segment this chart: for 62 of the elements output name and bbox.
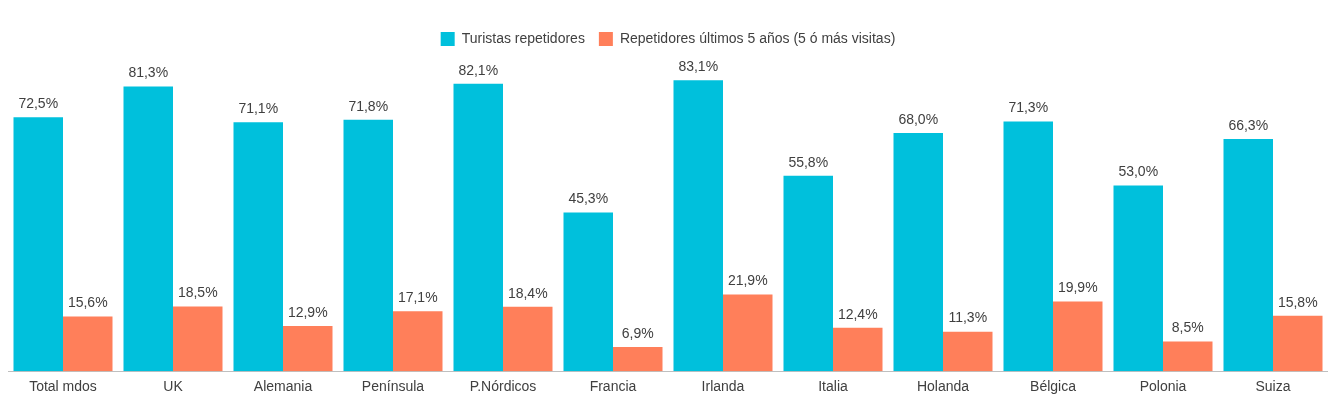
bar (783, 175, 833, 372)
x-tick-label: UK (163, 378, 184, 395)
data-label: 83,1% (678, 58, 719, 75)
bar (723, 294, 773, 372)
bar (173, 306, 223, 372)
x-tick-label: Irlanda (701, 378, 745, 395)
x-tick-label: Total mdos (29, 378, 97, 395)
x-tick-label: P.Nórdicos (469, 378, 537, 395)
x-tick-label: Suiza (1255, 378, 1291, 395)
data-label: 12,9% (287, 303, 328, 320)
data-label: 17,1% (397, 289, 438, 306)
bar (503, 306, 553, 372)
bar (1053, 301, 1103, 372)
data-label: 55,8% (788, 153, 829, 170)
bar (283, 326, 333, 372)
x-tick-label: Italia (818, 378, 848, 395)
bar (233, 122, 283, 372)
bar (1223, 139, 1273, 372)
data-label: 68,0% (898, 110, 939, 127)
data-label: 82,1% (458, 61, 499, 78)
data-label: 21,9% (727, 272, 768, 289)
data-label: 18,5% (177, 284, 218, 301)
bar (833, 327, 883, 372)
x-tick-label: Península (361, 378, 425, 395)
data-label: 15,6% (67, 294, 108, 311)
x-tick-label: Alemania (253, 378, 313, 395)
bar (563, 212, 613, 372)
x-tick-label: Holanda (916, 378, 970, 395)
bar (393, 311, 443, 372)
legend-label: Turistas repetidores (461, 29, 585, 46)
data-label: 15,8% (1277, 293, 1318, 310)
bar (1163, 341, 1213, 372)
data-label: 18,4% (507, 284, 548, 301)
data-label: 11,3% (948, 309, 988, 326)
data-label: 72,5% (18, 95, 59, 112)
data-label: 12,4% (837, 305, 878, 322)
bar (1273, 315, 1323, 372)
data-label: 6,9% (621, 324, 654, 341)
data-label: 71,1% (238, 100, 279, 117)
bar (673, 80, 723, 372)
data-label: 53,0% (1118, 163, 1159, 180)
bar (1113, 185, 1163, 372)
bar (943, 331, 993, 372)
data-label: 71,8% (348, 97, 389, 114)
bar (893, 133, 943, 372)
data-label: 19,9% (1057, 279, 1098, 296)
data-label: 45,3% (568, 190, 609, 207)
data-label: 71,3% (1008, 99, 1049, 116)
bar (343, 119, 393, 372)
x-tick-label: Francia (589, 378, 637, 395)
data-label: 81,3% (128, 64, 169, 81)
x-tick-label: Bélgica (1030, 378, 1077, 395)
bar (613, 347, 663, 372)
bar (13, 117, 63, 372)
legend-label: Repetidores últimos 5 años (5 ó más visitas) (619, 29, 896, 46)
data-label: 8,5% (1171, 319, 1204, 336)
x-tick-label: Polonia (1139, 378, 1187, 395)
bar (1003, 121, 1053, 372)
bar (123, 86, 173, 372)
bar (453, 83, 503, 372)
bar (63, 316, 113, 372)
data-label: 66,3% (1228, 116, 1269, 133)
